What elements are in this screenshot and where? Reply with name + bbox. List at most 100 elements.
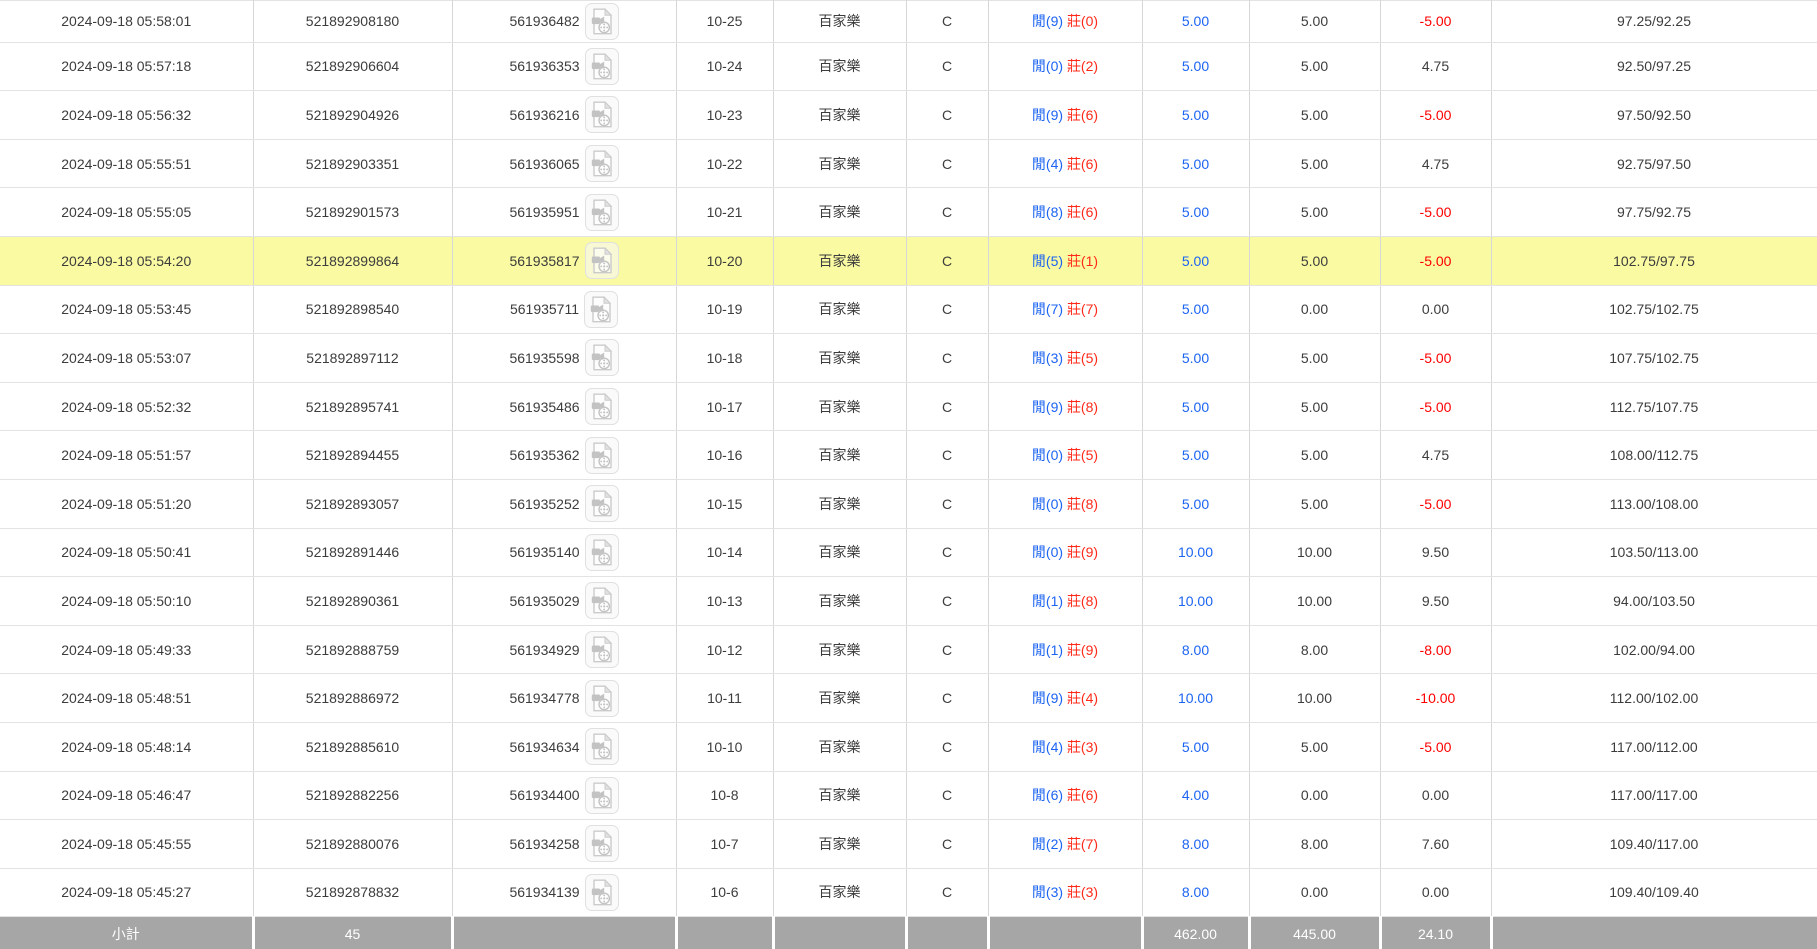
video-replay-button[interactable] bbox=[584, 47, 619, 85]
table-row[interactable]: 2024-09-18 05:52:32 521892895741 5619354… bbox=[0, 382, 1817, 432]
subtotal-row: 小計 45 462.00 445.00 24.10 bbox=[0, 916, 1817, 949]
table-row[interactable]: 2024-09-18 05:46:47 521892882256 5619344… bbox=[0, 771, 1817, 821]
video-replay-button[interactable] bbox=[584, 873, 619, 911]
bet-time: 2024-09-18 05:52:32 bbox=[0, 382, 254, 432]
video-replay-button[interactable] bbox=[584, 825, 619, 863]
balance-after-before: 109.40/117.00 bbox=[1491, 819, 1817, 869]
table-row[interactable]: 2024-09-18 05:48:51 521892886972 5619347… bbox=[0, 673, 1817, 723]
table-code: C bbox=[906, 0, 989, 43]
table-row[interactable]: 2024-09-18 05:48:14 521892885610 5619346… bbox=[0, 722, 1817, 772]
bet-id: 521892901573 bbox=[253, 187, 453, 237]
bet-time: 2024-09-18 05:51:57 bbox=[0, 430, 254, 480]
shoe-round: 10-13 bbox=[676, 576, 774, 626]
bet-id: 521892891446 bbox=[253, 528, 453, 578]
video-replay-button[interactable] bbox=[584, 776, 619, 814]
table-row[interactable]: 2024-09-18 05:55:51 521892903351 5619360… bbox=[0, 139, 1817, 189]
video-replay-button[interactable] bbox=[584, 339, 619, 377]
result-cell: 閒(0) 莊(2) bbox=[988, 42, 1143, 92]
round-cell: 561935486 bbox=[452, 382, 677, 432]
balance-after-before: 112.75/107.75 bbox=[1491, 382, 1817, 432]
bet-amount: 5.00 bbox=[1142, 722, 1250, 772]
video-replay-button[interactable] bbox=[584, 2, 619, 40]
round-id: 561934400 bbox=[509, 787, 580, 804]
bet-time: 2024-09-18 05:48:51 bbox=[0, 673, 254, 723]
round-cell: 561935140 bbox=[452, 528, 677, 578]
banker-result: 莊(1) bbox=[1066, 252, 1099, 269]
video-replay-button[interactable] bbox=[584, 582, 619, 620]
balance-after-before: 94.00/103.50 bbox=[1491, 576, 1817, 626]
bet-amount: 10.00 bbox=[1142, 528, 1250, 578]
video-replay-button[interactable] bbox=[584, 242, 619, 280]
round-cell: 561936216 bbox=[452, 90, 677, 140]
round-id: 561935029 bbox=[509, 592, 580, 609]
game-type: 百家樂 bbox=[773, 285, 907, 335]
table-row[interactable]: 2024-09-18 05:51:57 521892894455 5619353… bbox=[0, 430, 1817, 480]
valid-bet-amount: 5.00 bbox=[1249, 187, 1381, 237]
win-loss-amount: -5.00 bbox=[1380, 187, 1492, 237]
valid-bet-amount: 5.00 bbox=[1249, 0, 1381, 43]
video-replay-button[interactable] bbox=[584, 193, 619, 231]
round-id: 561936216 bbox=[509, 106, 580, 123]
shoe-round: 10-18 bbox=[676, 333, 774, 383]
table-row[interactable]: 2024-09-18 05:50:10 521892890361 5619350… bbox=[0, 576, 1817, 626]
table-row[interactable]: 2024-09-18 05:58:01 521892908180 5619364… bbox=[0, 0, 1817, 43]
subtotal-empty-cell bbox=[904, 916, 988, 949]
table-row[interactable]: 2024-09-18 05:51:20 521892893057 5619352… bbox=[0, 479, 1817, 529]
table-row[interactable]: 2024-09-18 05:49:33 521892888759 5619349… bbox=[0, 625, 1817, 675]
subtotal-empty-cell bbox=[674, 916, 773, 949]
video-replay-button[interactable] bbox=[584, 485, 619, 523]
table-row[interactable]: 2024-09-18 05:53:07 521892897112 5619355… bbox=[0, 333, 1817, 383]
round-id: 561936065 bbox=[509, 155, 580, 172]
result-cell: 閒(8) 莊(6) bbox=[988, 187, 1143, 237]
bet-time: 2024-09-18 05:53:45 bbox=[0, 285, 254, 335]
round-cell: 561936065 bbox=[452, 139, 677, 189]
bet-amount: 5.00 bbox=[1142, 430, 1250, 480]
result-cell: 閒(3) 莊(5) bbox=[988, 333, 1143, 383]
table-row[interactable]: 2024-09-18 05:54:20 521892899864 5619358… bbox=[0, 236, 1817, 286]
result-cell: 閒(2) 莊(7) bbox=[988, 819, 1143, 869]
table-row[interactable]: 2024-09-18 05:56:32 521892904926 5619362… bbox=[0, 90, 1817, 140]
bet-time: 2024-09-18 05:48:14 bbox=[0, 722, 254, 772]
player-result: 閒(0) bbox=[1031, 495, 1064, 512]
bet-id: 521892893057 bbox=[253, 479, 453, 529]
video-replay-button[interactable] bbox=[584, 96, 619, 134]
table-row[interactable]: 2024-09-18 05:45:27 521892878832 5619341… bbox=[0, 868, 1817, 918]
video-replay-button[interactable] bbox=[584, 631, 619, 669]
table-row[interactable]: 2024-09-18 05:50:41 521892891446 5619351… bbox=[0, 528, 1817, 578]
table-row[interactable]: 2024-09-18 05:45:55 521892880076 5619342… bbox=[0, 819, 1817, 869]
banker-result: 莊(8) bbox=[1066, 592, 1099, 609]
result-cell: 閒(7) 莊(7) bbox=[988, 285, 1143, 335]
result-cell: 閒(9) 莊(0) bbox=[988, 0, 1143, 43]
subtotal-empty-cell bbox=[771, 916, 906, 949]
bet-time: 2024-09-18 05:46:47 bbox=[0, 771, 254, 821]
video-replay-button[interactable] bbox=[584, 145, 619, 183]
video-replay-button[interactable] bbox=[584, 679, 619, 717]
subtotal-count: 45 bbox=[251, 916, 452, 949]
video-replay-button[interactable] bbox=[584, 388, 619, 426]
video-replay-button[interactable] bbox=[584, 436, 619, 474]
table-row[interactable]: 2024-09-18 05:55:05 521892901573 5619359… bbox=[0, 187, 1817, 237]
video-replay-button[interactable] bbox=[584, 728, 619, 766]
table-code: C bbox=[906, 771, 989, 821]
video-replay-button[interactable] bbox=[584, 290, 619, 328]
shoe-round: 10-14 bbox=[676, 528, 774, 578]
table-code: C bbox=[906, 673, 989, 723]
result-cell: 閒(6) 莊(6) bbox=[988, 771, 1143, 821]
bet-amount: 5.00 bbox=[1142, 479, 1250, 529]
round-cell: 561935362 bbox=[452, 430, 677, 480]
valid-bet-amount: 0.00 bbox=[1249, 771, 1381, 821]
bet-amount: 5.00 bbox=[1142, 187, 1250, 237]
win-loss-amount: -10.00 bbox=[1380, 673, 1492, 723]
round-id: 561935951 bbox=[509, 204, 580, 221]
bet-amount: 8.00 bbox=[1142, 819, 1250, 869]
video-replay-icon bbox=[591, 393, 613, 420]
player-result: 閒(9) bbox=[1031, 690, 1064, 707]
player-result: 閒(1) bbox=[1031, 641, 1064, 658]
table-row[interactable]: 2024-09-18 05:57:18 521892906604 5619363… bbox=[0, 42, 1817, 92]
table-row[interactable]: 2024-09-18 05:53:45 521892898540 5619357… bbox=[0, 285, 1817, 335]
round-id: 561934139 bbox=[509, 884, 580, 901]
banker-result: 莊(5) bbox=[1066, 447, 1099, 464]
video-replay-button[interactable] bbox=[584, 533, 619, 571]
game-type: 百家樂 bbox=[773, 236, 907, 286]
